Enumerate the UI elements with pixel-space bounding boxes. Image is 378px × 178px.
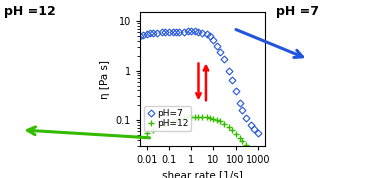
pH=7 (155, 32, 160, 34)
pH=7 (141, 34, 146, 36)
pH=7 (240, 109, 245, 111)
pH=7 (230, 79, 234, 81)
Line: pH=12: pH=12 (143, 114, 261, 160)
pH=7 (138, 35, 142, 37)
pH=7 (167, 31, 171, 33)
pH=12 (167, 121, 171, 123)
pH=7 (144, 33, 149, 35)
pH=12 (173, 119, 178, 121)
pH=7 (151, 32, 155, 34)
pH=12 (177, 118, 182, 120)
pH=12 (252, 153, 257, 155)
Text: pH =12: pH =12 (4, 5, 56, 18)
pH=7 (233, 90, 238, 93)
Legend: pH=7, pH=12: pH=7, pH=12 (144, 106, 191, 131)
pH=7 (173, 31, 178, 33)
pH=7 (193, 30, 197, 33)
pH=7 (252, 128, 257, 130)
pH=12 (244, 144, 248, 146)
pH=7 (163, 31, 168, 33)
pH=12 (182, 117, 187, 119)
Line: pH=7: pH=7 (138, 29, 260, 135)
pH=12 (200, 116, 204, 118)
pH=7 (204, 33, 209, 35)
pH=12 (233, 133, 238, 135)
pH=7 (185, 30, 190, 33)
pH=12 (230, 129, 234, 131)
pH=12 (208, 117, 212, 119)
pH=7 (218, 51, 222, 53)
pH=7 (256, 132, 260, 134)
pH=7 (208, 35, 212, 37)
pH=12 (193, 116, 197, 118)
pH=12 (160, 124, 164, 127)
pH=12 (144, 132, 149, 134)
Text: pH =7: pH =7 (276, 5, 319, 18)
pH=12 (249, 149, 254, 151)
pH=12 (227, 126, 231, 128)
pH=7 (189, 30, 194, 32)
pH=7 (237, 102, 242, 104)
pH=12 (195, 116, 200, 118)
X-axis label: shear rate [1/s]: shear rate [1/s] (162, 171, 243, 178)
pH=7 (215, 45, 220, 47)
pH=12 (215, 119, 220, 121)
pH=12 (185, 116, 190, 119)
pH=12 (189, 116, 194, 118)
pH=12 (218, 120, 222, 122)
pH=7 (177, 31, 182, 33)
pH=12 (170, 120, 175, 122)
pH=7 (227, 70, 231, 72)
pH=12 (211, 118, 215, 120)
pH=12 (222, 122, 226, 125)
pH=7 (249, 124, 254, 126)
pH=12 (237, 137, 242, 139)
pH=12 (240, 140, 245, 142)
pH=7 (200, 32, 204, 34)
pH=12 (256, 156, 260, 158)
pH=12 (151, 129, 155, 131)
pH=12 (204, 116, 209, 119)
pH=7 (182, 30, 187, 33)
pH=7 (195, 31, 200, 33)
pH=7 (222, 58, 226, 60)
pH=7 (160, 31, 164, 33)
pH=7 (170, 31, 175, 33)
pH=12 (163, 122, 168, 125)
pH=7 (148, 32, 153, 35)
pH=7 (211, 39, 215, 41)
pH=7 (244, 117, 248, 119)
Y-axis label: η [Pa s]: η [Pa s] (100, 60, 110, 99)
